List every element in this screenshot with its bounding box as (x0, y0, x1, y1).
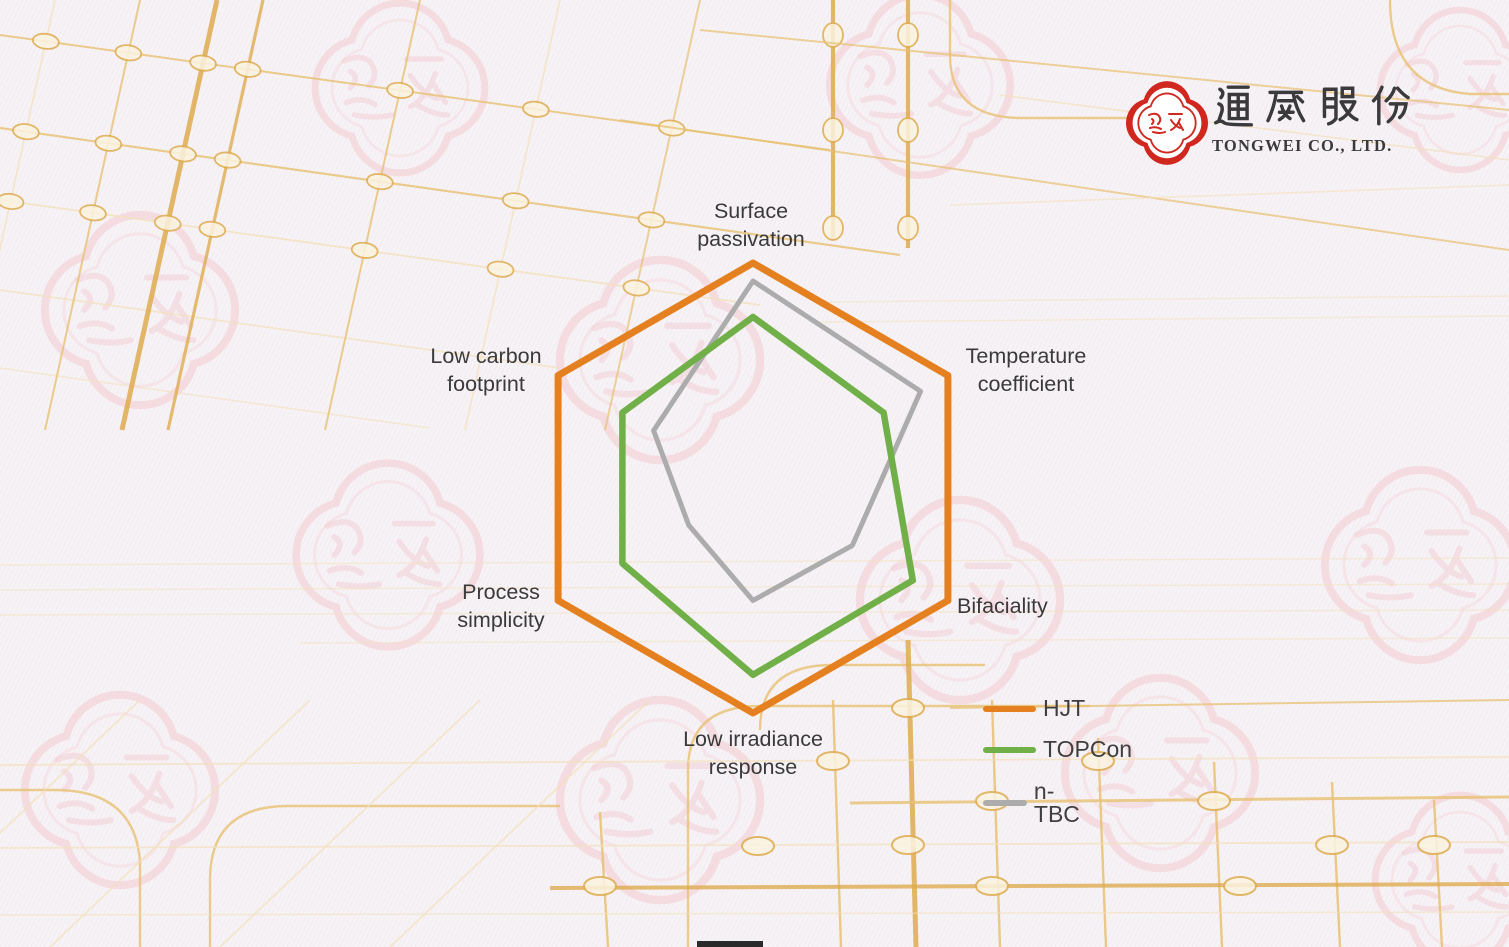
radar-series-polygon (554, 259, 952, 717)
radar-series-polygon (619, 313, 917, 679)
legend-swatch-topcon (983, 746, 1036, 753)
legend-swatch-ntbc (983, 800, 1027, 806)
axis-label-temperature-coefficient: Temperature coefficient (965, 344, 1087, 396)
logo-chinese-text (1214, 85, 1410, 127)
axis-label-process-simplicity: Process simplicity (457, 580, 545, 632)
tongwei-emblem-icon (1126, 81, 1208, 165)
legend-item-topcon: TOPCon (983, 738, 1132, 761)
legend-item-ntbc: n-TBC (983, 780, 1089, 826)
axis-label-low-irradiance-response: Low irradiance response (683, 727, 823, 779)
axis-label-low-carbon-footprint: Low carbon footprint (430, 344, 542, 396)
bottom-bar (697, 941, 763, 947)
radar-series-polygon (651, 278, 924, 603)
legend-label: HJT (1043, 695, 1086, 721)
logo-english-text: TONGWEI CO., LTD. (1212, 136, 1393, 155)
legend-label: TOPCon (1043, 736, 1133, 762)
legend-item-hjt: HJT (983, 697, 1085, 720)
tongwei-logo: TONGWEI CO., LTD. (1126, 81, 1416, 165)
legend-swatch-hjt (983, 705, 1036, 712)
axis-label-bifaciality: Bifaciality (957, 594, 1048, 618)
axis-label-surface-passivation: Surface passivation (697, 199, 805, 251)
legend-label: n-TBC (1033, 778, 1080, 827)
